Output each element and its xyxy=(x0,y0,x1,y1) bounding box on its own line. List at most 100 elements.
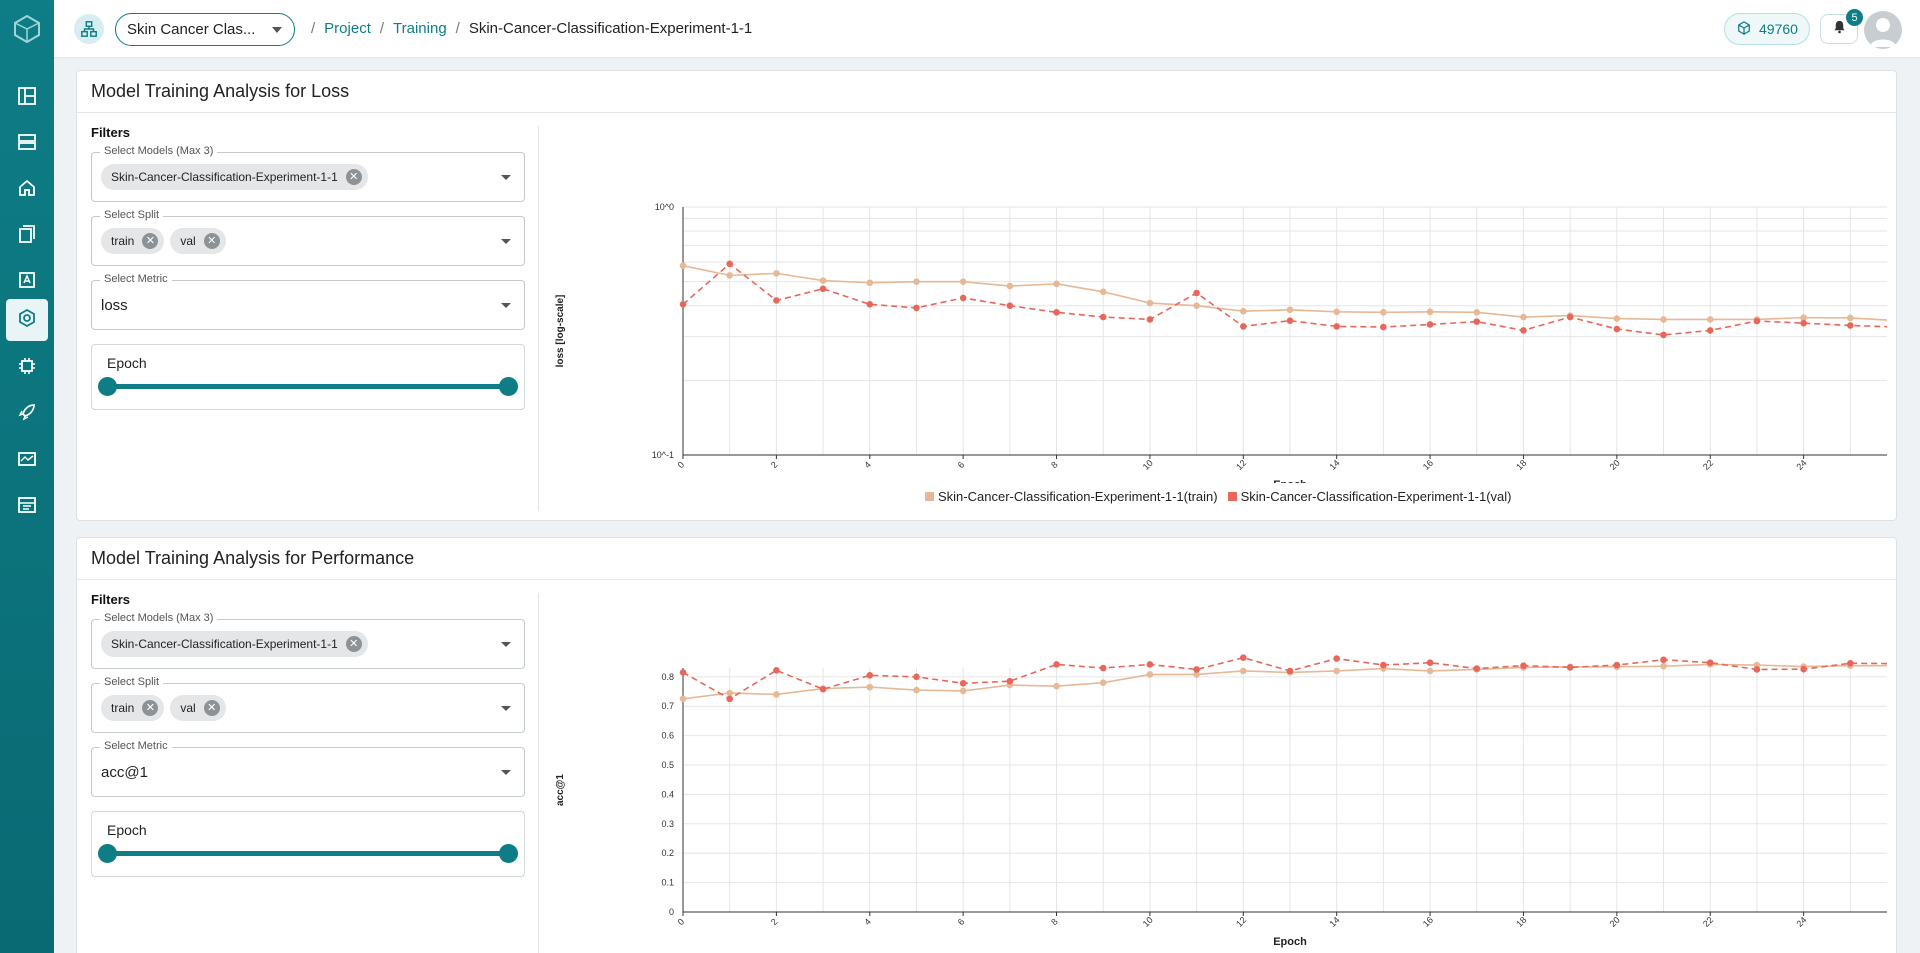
notifications-button[interactable]: 5 xyxy=(1820,9,1863,44)
chart-legend: Skin-Cancer-Classification-Experiment-1-… xyxy=(925,489,1512,504)
data-point xyxy=(1426,659,1434,667)
y-tick-label: 10^0 xyxy=(655,202,674,212)
chip-remove-icon[interactable]: ✕ xyxy=(203,233,220,249)
legend-swatch xyxy=(1227,492,1237,501)
data-point xyxy=(1380,309,1387,316)
epoch-slider-track[interactable] xyxy=(108,851,508,856)
settings-panel-icon xyxy=(17,495,37,520)
epoch-slider-max-handle[interactable] xyxy=(499,377,518,396)
metric-value: acc@1 xyxy=(101,763,148,781)
split-chip-val: val ✕ xyxy=(170,228,226,254)
performance-analysis-panel: Model Training Analysis for Performance … xyxy=(76,537,1897,953)
y-axis-label: loss [log-scale] xyxy=(555,295,566,368)
field-label: Select Metric xyxy=(100,273,172,285)
breadcrumb-project[interactable]: Project xyxy=(324,20,371,37)
data-point xyxy=(726,272,733,279)
accuracy-chart: 00.10.20.30.40.50.60.70.80 2 4 6 8 10 12 14 16 18… xyxy=(555,654,1887,948)
monitor-icon xyxy=(17,449,37,474)
sidebar-item-storage[interactable] xyxy=(6,123,48,165)
data-point xyxy=(1333,308,1340,316)
data-point xyxy=(1660,331,1667,339)
select-split-field[interactable]: Select Split train ✕ val ✕ xyxy=(91,209,525,266)
select-metric-field[interactable]: Select Metric acc@1 xyxy=(91,740,525,797)
data-point xyxy=(1099,288,1107,296)
annotation-icon xyxy=(17,270,37,295)
epoch-slider-box: Epoch xyxy=(91,344,525,410)
sidebar-item-chip[interactable] xyxy=(6,347,48,389)
select-models-field[interactable]: Select Models (Max 3) Skin-Cancer-Classi… xyxy=(91,145,525,202)
x-tick-label: 6 xyxy=(956,460,967,471)
chip-remove-icon[interactable]: ✕ xyxy=(345,636,362,652)
sidebar-item-deploy[interactable] xyxy=(6,393,48,435)
field-label: Select Split xyxy=(100,676,164,688)
chip-remove-icon[interactable]: ✕ xyxy=(142,700,159,716)
sidebar-item-monitor[interactable] xyxy=(6,440,48,482)
data-point xyxy=(913,673,920,681)
data-point xyxy=(1426,308,1434,316)
project-select[interactable]: Skin Cancer Clas... xyxy=(115,13,295,46)
chip-remove-icon[interactable]: ✕ xyxy=(142,233,159,249)
legend-item-val[interactable]: Skin-Cancer-Classification-Experiment-1-… xyxy=(1227,489,1512,504)
data-point xyxy=(773,270,780,277)
chevron-down-icon xyxy=(501,175,511,180)
data-point xyxy=(1520,662,1527,669)
y-tick-label: 0.3 xyxy=(661,819,674,829)
home-icon xyxy=(17,178,37,203)
chip-remove-icon[interactable]: ✕ xyxy=(203,700,220,716)
app-logo-icon[interactable] xyxy=(12,14,42,44)
credits-badge[interactable]: 49760 xyxy=(1724,13,1810,45)
sidebar-item-settings-panel[interactable] xyxy=(6,486,48,528)
model-chip: Skin-Cancer-Classification-Experiment-1-… xyxy=(101,164,368,190)
sidebar-item-documents[interactable] xyxy=(6,215,48,257)
chip-label: val xyxy=(180,701,196,715)
chip-label: train xyxy=(111,701,135,715)
legend-item-train[interactable]: Skin-Cancer-Classification-Experiment-1-… xyxy=(925,489,1218,504)
x-tick-label: 4 xyxy=(862,917,873,928)
loss-analysis-panel: Model Training Analysis for Loss Filters… xyxy=(76,70,1897,521)
data-point xyxy=(1426,321,1434,328)
select-models-field[interactable]: Select Models (Max 3) Skin-Cancer-Classi… xyxy=(91,612,525,669)
data-point xyxy=(1333,323,1340,330)
data-point xyxy=(1566,664,1574,671)
data-point xyxy=(773,297,780,304)
data-point xyxy=(1006,282,1014,290)
x-tick-label: 14 xyxy=(1327,458,1341,472)
sidebar-item-training[interactable] xyxy=(6,299,48,341)
storage-icon xyxy=(17,132,37,157)
breadcrumb-separator: / xyxy=(311,20,316,37)
legend-swatch xyxy=(925,492,934,501)
epoch-slider-max-handle[interactable] xyxy=(499,844,518,863)
select-split-field[interactable]: Select Split train ✕ val ✕ xyxy=(91,676,525,733)
epoch-slider-min-handle[interactable] xyxy=(98,844,117,863)
sidebar-item-home[interactable] xyxy=(6,169,48,211)
filters-section: Filters Select Models (Max 3) Skin-Cance… xyxy=(91,592,525,877)
data-point xyxy=(1847,659,1854,667)
data-point xyxy=(1240,323,1247,330)
select-metric-field[interactable]: Select Metric loss xyxy=(91,273,525,330)
chip-label: val xyxy=(180,234,196,248)
data-point xyxy=(679,301,687,308)
data-point xyxy=(1006,677,1014,685)
top-bar: Skin Cancer Clas... / Project / Training… xyxy=(54,0,1920,58)
epoch-slider-min-handle[interactable] xyxy=(98,377,117,396)
sidebar-item-annotation[interactable] xyxy=(6,261,48,303)
data-point xyxy=(1146,661,1154,668)
x-tick-label: 22 xyxy=(1701,915,1715,929)
data-point xyxy=(819,277,827,284)
avatar[interactable] xyxy=(1864,11,1902,49)
chip-remove-icon[interactable]: ✕ xyxy=(345,169,362,185)
breadcrumb-training[interactable]: Training xyxy=(393,20,447,37)
rocket-icon xyxy=(17,402,37,427)
breadcrumb-separator: / xyxy=(379,20,385,37)
data-point xyxy=(1053,309,1060,316)
x-tick-label: 22 xyxy=(1701,458,1715,472)
field-label: Select Models (Max 3) xyxy=(100,145,218,157)
project-tree-icon[interactable] xyxy=(74,14,104,44)
x-tick-label: 2 xyxy=(769,917,780,928)
x-axis-label: Epoch xyxy=(1273,479,1307,483)
x-tick-label: 24 xyxy=(1794,458,1808,472)
sidebar-item-dashboard[interactable] xyxy=(6,77,48,119)
data-point xyxy=(819,685,827,693)
epoch-slider-track[interactable] xyxy=(108,384,508,389)
breadcrumb-current: Skin-Cancer-Classification-Experiment-1-… xyxy=(468,20,753,37)
